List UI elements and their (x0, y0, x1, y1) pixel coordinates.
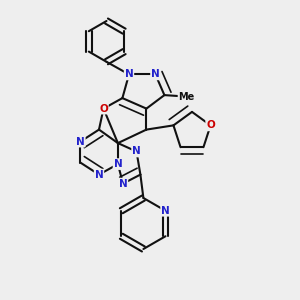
Text: N: N (76, 136, 85, 147)
Text: O: O (99, 103, 108, 114)
Text: O: O (206, 120, 215, 130)
Text: N: N (151, 69, 160, 80)
Text: N: N (132, 146, 141, 157)
Text: N: N (113, 159, 122, 169)
Text: N: N (161, 206, 170, 216)
Text: N: N (94, 169, 103, 180)
Text: N: N (118, 178, 127, 189)
Text: Me: Me (178, 92, 195, 102)
Text: N: N (124, 69, 134, 80)
